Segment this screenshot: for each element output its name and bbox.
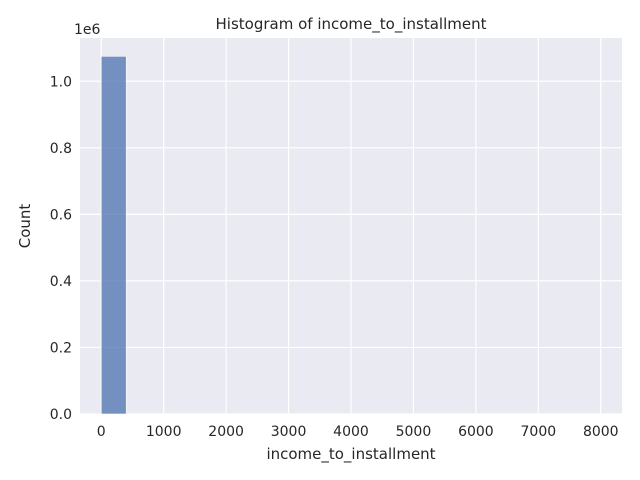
y-tick-label: 0.8 bbox=[50, 141, 72, 157]
x-tick-label: 3000 bbox=[271, 424, 307, 440]
y-tick-label: 0.4 bbox=[50, 274, 72, 290]
tick-layer: 0 1000 2000 3000 4000 5000 6000 7000 8000 0.0 0.2 0… bbox=[50, 74, 619, 440]
y-tick-label: 0.6 bbox=[50, 207, 72, 223]
x-axis-label: income_to_installment bbox=[266, 445, 435, 464]
y-tick-label: 0.2 bbox=[50, 340, 72, 356]
grid-layer bbox=[80, 38, 622, 415]
x-tick-label: 0 bbox=[97, 424, 106, 440]
x-tick-label: 6000 bbox=[458, 424, 494, 440]
y-axis-label: Count bbox=[16, 204, 34, 249]
x-tick-label: 5000 bbox=[396, 424, 432, 440]
chart-title: Histogram of income_to_installment bbox=[216, 15, 487, 34]
bar-layer bbox=[100, 56, 127, 415]
y-tick-label: 1.0 bbox=[50, 74, 72, 90]
x-tick-label: 7000 bbox=[521, 424, 557, 440]
y-tick-label: 0.0 bbox=[50, 407, 72, 423]
x-tick-label: 1000 bbox=[146, 424, 182, 440]
x-tick-label: 8000 bbox=[583, 424, 619, 440]
histogram-bar bbox=[100, 56, 127, 415]
x-tick-label: 2000 bbox=[208, 424, 244, 440]
y-axis-offset-label: 1e6 bbox=[74, 22, 101, 38]
x-tick-label: 4000 bbox=[333, 424, 369, 440]
